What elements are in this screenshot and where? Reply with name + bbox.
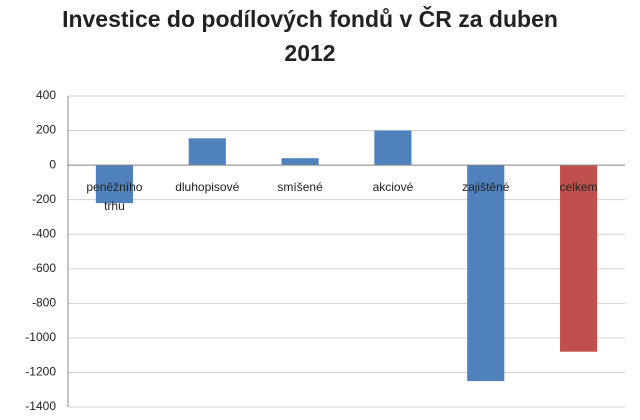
x-tick-label: akciové (372, 180, 414, 195)
y-tick-label: -400 (32, 226, 56, 240)
y-tick-label: 0 (49, 157, 56, 171)
x-tick-label: peněžního trhu (86, 180, 143, 214)
y-tick-label: -1200 (25, 365, 56, 379)
bar (374, 130, 412, 166)
y-tick-label: 400 (36, 88, 56, 102)
y-tick-label: -1400 (25, 399, 56, 413)
bar (95, 165, 133, 204)
y-tick-label: -800 (32, 296, 56, 310)
bar (467, 165, 505, 382)
x-tick-label: zajištěné (462, 180, 510, 195)
x-tick-label: celkem (559, 180, 598, 195)
y-tick-label: -600 (32, 261, 56, 275)
chart-title: Investice do podílových fondů v ČR za du… (62, 6, 558, 66)
x-tick-label: smíšené (277, 180, 323, 195)
bar (188, 138, 226, 166)
bar (281, 158, 319, 166)
bar (560, 165, 598, 352)
y-tick-label: -1000 (25, 330, 56, 344)
y-tick-label: -200 (32, 192, 56, 206)
y-tick-label: 200 (36, 123, 56, 137)
x-tick-label: dluhopisové (175, 180, 240, 195)
